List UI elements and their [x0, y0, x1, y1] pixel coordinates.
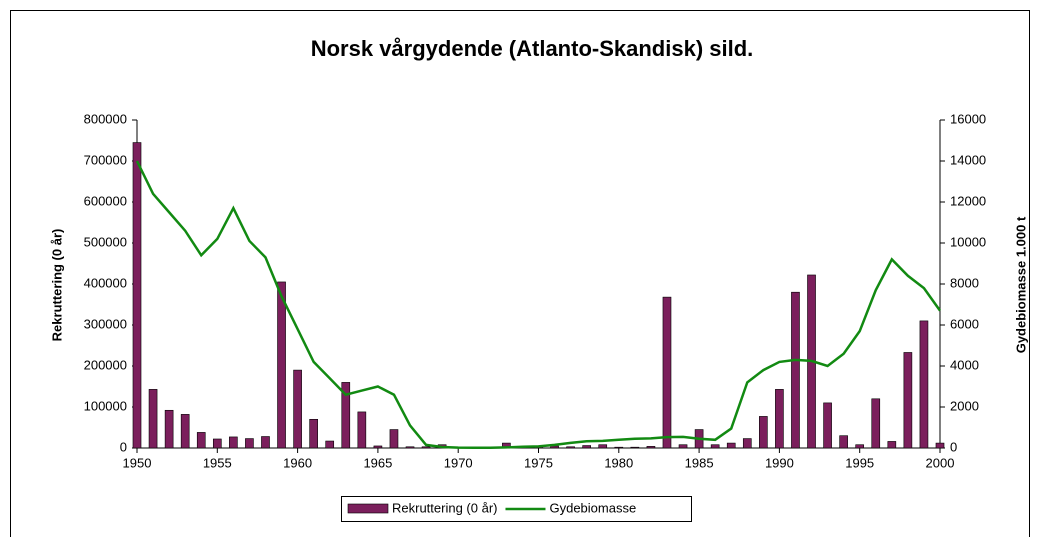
y-tick-label: 800000: [84, 111, 127, 126]
bar: [678, 444, 688, 449]
bar: [148, 389, 158, 449]
bar: [775, 389, 784, 449]
x-tick-label: 1960: [283, 455, 312, 470]
y-tick-label: 300000: [84, 316, 127, 331]
bar: [357, 411, 367, 449]
bar: [646, 446, 656, 449]
line: [135, 160, 942, 450]
bar: [839, 435, 848, 449]
y2-tick-label: 16000: [950, 111, 986, 126]
x-tick-label: 1965: [363, 455, 392, 470]
bar: [212, 438, 222, 449]
x-tick-label: 2000: [926, 455, 955, 470]
y2-tick-label: 0: [950, 439, 957, 454]
y-tick-label: 200000: [84, 357, 127, 372]
bar: [309, 418, 318, 449]
x-tick-label: 1950: [123, 455, 152, 470]
x-tick-label: 1995: [845, 455, 874, 470]
bar: [662, 296, 672, 449]
legend-label: Gydebiomasse: [549, 500, 636, 515]
x-tick-label: 1970: [444, 455, 473, 470]
y2-tick-label: 2000: [950, 398, 979, 413]
bar: [325, 440, 335, 449]
bar: [742, 438, 752, 449]
bar: [935, 442, 945, 449]
x-tick-label: 1975: [524, 455, 553, 470]
legend-swatch: [347, 503, 389, 514]
bar: [277, 281, 286, 449]
bar: [180, 414, 190, 449]
y-tick-label: 700000: [84, 152, 127, 167]
bar: [919, 320, 929, 449]
x-tick-label: 1990: [765, 455, 794, 470]
y2-tick-label: 6000: [950, 316, 979, 331]
bar: [855, 444, 865, 449]
bar: [887, 441, 897, 449]
x-tick-label: 1955: [203, 455, 232, 470]
bar: [245, 438, 254, 449]
y-tick-label: 400000: [84, 275, 127, 290]
y2-tick-label: 14000: [950, 152, 986, 167]
y2-tick-label: 8000: [950, 275, 979, 290]
bar: [373, 445, 383, 449]
y2-tick-label: 12000: [950, 193, 986, 208]
legend-label: Rekruttering (0 år): [392, 500, 497, 515]
bar: [421, 446, 431, 449]
x-tick-label: 1980: [604, 455, 633, 470]
bar: [229, 436, 238, 449]
bar: [791, 291, 800, 449]
bar: [871, 398, 881, 449]
x-tick-label: 1985: [685, 455, 714, 470]
bar: [566, 446, 575, 449]
bar: [293, 369, 302, 449]
bar: [132, 142, 142, 449]
y-axis-label: Rekruttering (0 år): [49, 229, 64, 342]
bar: [823, 402, 832, 449]
y-tick-label: 0: [120, 439, 127, 454]
bar: [341, 382, 351, 449]
bar: [710, 444, 720, 449]
bar: [903, 352, 913, 449]
y-tick-label: 100000: [84, 398, 127, 413]
chart-title: Norsk vårgydende (Atlanto-Skandisk) sild…: [311, 36, 754, 61]
y-tick-label: 600000: [84, 193, 127, 208]
y2-tick-label: 4000: [950, 357, 979, 372]
bar: [630, 446, 640, 449]
y2-tick-label: 10000: [950, 234, 986, 249]
bar: [726, 442, 736, 449]
bar: [196, 432, 206, 449]
bar: [759, 416, 768, 449]
chart-border: [10, 10, 1030, 537]
bar: [614, 446, 624, 449]
y-tick-label: 500000: [84, 234, 127, 249]
bar: [598, 444, 608, 449]
bar: [261, 436, 270, 449]
bar: [164, 409, 174, 449]
y2-axis-label: Gydebiomasse 1.000 t: [1013, 216, 1028, 353]
bar: [582, 445, 591, 449]
bar: [389, 429, 399, 449]
bar: [405, 446, 415, 449]
